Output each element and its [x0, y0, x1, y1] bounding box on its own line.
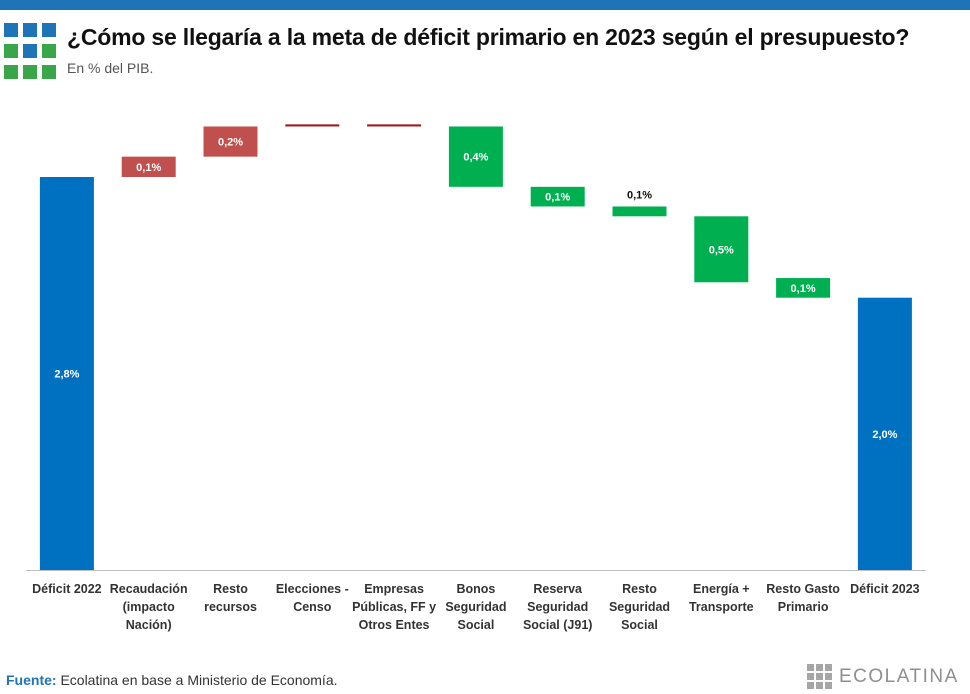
waterfall-bar-decrease — [530, 186, 585, 207]
brand-square — [825, 673, 832, 680]
category-label: Recaudación (impacto Nación) — [110, 582, 188, 632]
category-label: Energía + Transporte — [689, 582, 754, 614]
category-label-line: Elecciones - — [276, 582, 349, 596]
brand-square — [807, 673, 814, 680]
category-label-line: Nación) — [126, 618, 172, 632]
waterfall-bar-decrease — [448, 126, 503, 187]
category-label: Resto Gasto Primario — [766, 582, 840, 614]
category-label-line: Seguridad — [609, 600, 670, 614]
brand-logo: ECOLATINA — [807, 663, 957, 691]
waterfall-bar-decrease — [776, 278, 831, 298]
category-label-line: Resto — [622, 582, 657, 596]
waterfall-bar-decrease — [612, 206, 667, 217]
source-note: Fuente: Ecolatina en base a Ministerio d… — [6, 672, 338, 688]
logo-square — [23, 65, 37, 79]
waterfall-bar-total — [39, 177, 94, 570]
chart-subtitle: En % del PIB. — [67, 60, 154, 76]
waterfall-bar-increase — [203, 126, 258, 157]
brand-square — [807, 664, 814, 671]
logo-square — [4, 65, 18, 79]
data-label: 0,1% — [545, 192, 570, 204]
category-label-line: Seguridad — [445, 600, 506, 614]
data-label: 0,2% — [218, 137, 243, 149]
brand-square — [825, 664, 832, 671]
chart-title: ¿Cómo se llegaría a la meta de déficit p… — [67, 24, 910, 50]
data-label: 2,0% — [872, 429, 897, 441]
logo-square — [4, 44, 18, 58]
category-label-line: Bonos — [456, 582, 495, 596]
data-label: 2,8% — [54, 369, 79, 381]
source-label: Fuente: — [6, 672, 57, 688]
category-label-line: Otros Entes — [359, 618, 430, 632]
brand-square — [816, 682, 823, 689]
category-label: Déficit 2022 — [32, 582, 102, 596]
data-label: 0,5% — [709, 244, 734, 256]
category-label-line: Social — [621, 618, 658, 632]
category-label: Resto recursos — [204, 582, 257, 614]
category-label: Elecciones - Censo — [276, 582, 349, 614]
waterfall-bar-increase_tiny — [285, 124, 340, 127]
ecolatina-logo-icon — [4, 23, 56, 83]
category-label-line: Déficit 2023 — [850, 582, 920, 596]
brand-square — [816, 673, 823, 680]
category-label-line: Seguridad — [527, 600, 588, 614]
brand-name: ECOLATINA — [839, 666, 959, 687]
category-label-line: Energía + — [693, 582, 750, 596]
category-label-line: recursos — [204, 600, 257, 614]
category-label-line: Empresas — [364, 582, 424, 596]
category-label-line: Déficit 2022 — [32, 582, 102, 596]
category-label: Resto Seguridad Social — [609, 582, 670, 632]
category-label-line: (impacto — [123, 600, 175, 614]
brand-square — [825, 682, 832, 689]
logo-square — [4, 23, 18, 37]
waterfall-bar-increase_tiny — [367, 124, 422, 127]
category-label: Bonos Seguridad Social — [445, 582, 506, 632]
waterfall-bar-decrease — [694, 216, 749, 283]
category-label: Déficit 2023 — [850, 582, 920, 596]
category-label-line: Transporte — [689, 600, 754, 614]
category-label-line: Social — [457, 618, 494, 632]
logo-square — [42, 44, 56, 58]
waterfall-chart: 2,8% Déficit 2022 0,1% Recaudación (impacto N… — [26, 124, 926, 632]
data-label: 0,1% — [136, 162, 161, 174]
category-label-line: Públicas, FF y — [352, 600, 436, 614]
source-text: Ecolatina en base a Ministerio de Econom… — [56, 672, 338, 688]
logo-square — [42, 23, 56, 37]
top-accent-bar — [0, 0, 970, 10]
category-label-line: Recaudación — [110, 582, 188, 596]
logo-square — [23, 23, 37, 37]
waterfall-bar-total — [857, 297, 912, 570]
data-label: 0,1% — [791, 283, 816, 295]
category-label-line: Reserva — [533, 582, 583, 596]
category-label-line: Resto — [213, 582, 248, 596]
data-label: 0,1% — [627, 189, 652, 201]
logo-square — [42, 65, 56, 79]
category-label: Reserva Seguridad Social (J91) — [523, 582, 592, 632]
category-label: Empresas Públicas, FF y Otros Entes — [352, 582, 436, 632]
category-label-line: Resto Gasto — [766, 582, 840, 596]
logo-square — [23, 44, 37, 58]
category-label-line: Censo — [293, 600, 332, 614]
category-label-line: Primario — [778, 600, 829, 614]
waterfall-bar-increase — [121, 156, 176, 177]
brand-square — [816, 664, 823, 671]
category-label-line: Social (J91) — [523, 618, 592, 632]
brand-square — [807, 682, 814, 689]
data-label: 0,4% — [463, 152, 488, 164]
